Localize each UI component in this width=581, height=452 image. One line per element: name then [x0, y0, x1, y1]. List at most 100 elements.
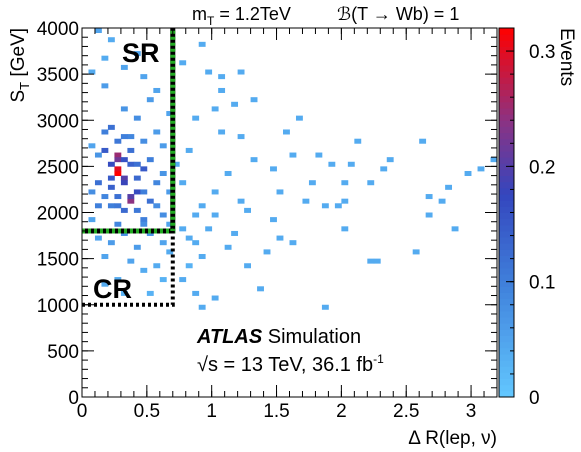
heatmap-cell [179, 277, 187, 283]
heatmap-cell [231, 101, 239, 107]
heatmap-cell [270, 217, 277, 223]
heatmap-cell [367, 258, 375, 264]
heatmap-cell [192, 212, 200, 218]
colorbar-segment [499, 317, 514, 324]
heatmap-cell [250, 157, 258, 163]
colorbar-tick-label: 0 [529, 388, 540, 409]
y-axis-title: ST [GeV] [8, 28, 32, 103]
heatmap-cell [211, 189, 219, 195]
heatmap-cell [237, 69, 245, 75]
heatmap-cell [341, 198, 349, 204]
colorbar-segment [499, 28, 514, 35]
atlas-label: ATLAS Simulation [196, 326, 361, 348]
heatmap-cell [140, 189, 148, 195]
heatmap-cell [140, 221, 148, 227]
heatmap-cell [224, 244, 232, 250]
heatmap-cell [334, 203, 342, 209]
colorbar-segment [499, 286, 514, 293]
heatmap-cell [347, 161, 355, 167]
heatmap-cell [179, 180, 187, 186]
heatmap-cell [218, 87, 226, 93]
colorbar-segment [499, 390, 514, 398]
heatmap-cell [101, 83, 109, 89]
heatmap-cell [205, 226, 213, 232]
colorbar-segment [499, 274, 514, 281]
heatmap-cell [321, 203, 329, 209]
heatmap-cell [120, 180, 128, 186]
colorbar-segment [499, 384, 514, 392]
heatmap-cell [276, 235, 284, 241]
colorbar-segment [499, 64, 514, 72]
colorbar-segment [499, 292, 514, 300]
energy-label-sup: -1 [373, 352, 384, 366]
y-tick-label: 0 [68, 388, 79, 409]
heatmap-cell [107, 161, 115, 167]
y-axis-title-main: S [8, 90, 29, 103]
y-tick-label: 1000 [37, 296, 79, 317]
heatmap-cell [107, 240, 115, 246]
heatmap-cell [133, 189, 141, 195]
mass-label: mT = 1.2TeV [192, 4, 291, 28]
heatmap-cell [179, 60, 187, 66]
heatmap-cell [101, 129, 109, 135]
heatmap-cell [477, 166, 485, 172]
colorbar-segment [499, 175, 514, 183]
heatmap-cell [140, 217, 148, 223]
heatmap-cell [120, 290, 128, 296]
heatmap-cell [490, 157, 498, 163]
heatmap-cell [127, 258, 135, 264]
heatmap-cell [263, 249, 271, 255]
x-tick-label: 2 [336, 401, 347, 422]
colorbar-segment [499, 200, 514, 207]
heatmap-cell [88, 189, 96, 195]
colorbar-segment [499, 347, 514, 355]
heatmap-cell [218, 74, 226, 80]
heatmap-cell [205, 69, 213, 75]
heatmap-cell [153, 87, 161, 93]
heatmap-cell [107, 37, 115, 43]
heatmap-cell [464, 170, 472, 176]
colorbar-segment [499, 372, 514, 380]
y-tick-label: 1500 [37, 250, 79, 271]
y-tick-label: 2500 [37, 157, 79, 178]
heatmap-cell [237, 198, 245, 204]
colorbar-segment [499, 267, 514, 275]
heatmap-cell [127, 161, 135, 167]
x-tick-label: 0.5 [134, 401, 160, 422]
heatmap-cell [120, 157, 128, 163]
colorbar-segment [499, 71, 514, 78]
color-scale-bar: 0 0.1 0.2 0.3 [498, 27, 555, 409]
heatmap-cell [140, 138, 148, 144]
colorbar-segment [499, 151, 514, 158]
x-tick-label: 1 [206, 401, 217, 422]
heatmap-cell [107, 184, 115, 190]
heatmap-cell [146, 198, 154, 204]
control-region-boundary [82, 230, 175, 307]
heatmap-cell [257, 286, 264, 292]
colorbar-segment [499, 107, 514, 115]
colorbar-segment [499, 323, 514, 330]
heatmap-cell [321, 304, 329, 310]
heatmap-cell [88, 217, 96, 223]
heatmap-cell [289, 152, 297, 158]
heatmap-cell [140, 74, 148, 80]
heatmap-cell [120, 106, 128, 112]
heatmap-cell [211, 295, 219, 301]
heatmap-cell [146, 97, 154, 103]
heatmap-cell [146, 290, 154, 296]
colorbar-tick-label: 0.3 [529, 42, 555, 63]
heatmap-cell [166, 111, 174, 117]
heatmap-cell [140, 267, 148, 273]
y-tick-label: 3500 [37, 65, 79, 86]
heatmap-cell [127, 147, 135, 153]
heatmap-cell [185, 147, 193, 153]
colorbar-segment [499, 114, 514, 121]
colorbar-segment [499, 353, 514, 361]
heatmap-cell [445, 184, 453, 190]
colorbar-segment [499, 366, 514, 373]
heatmap-cell [211, 212, 219, 218]
heatmap-cell [211, 106, 219, 112]
heatmap-cell [250, 97, 258, 103]
atlas-label-experiment: ATLAS [196, 326, 263, 348]
